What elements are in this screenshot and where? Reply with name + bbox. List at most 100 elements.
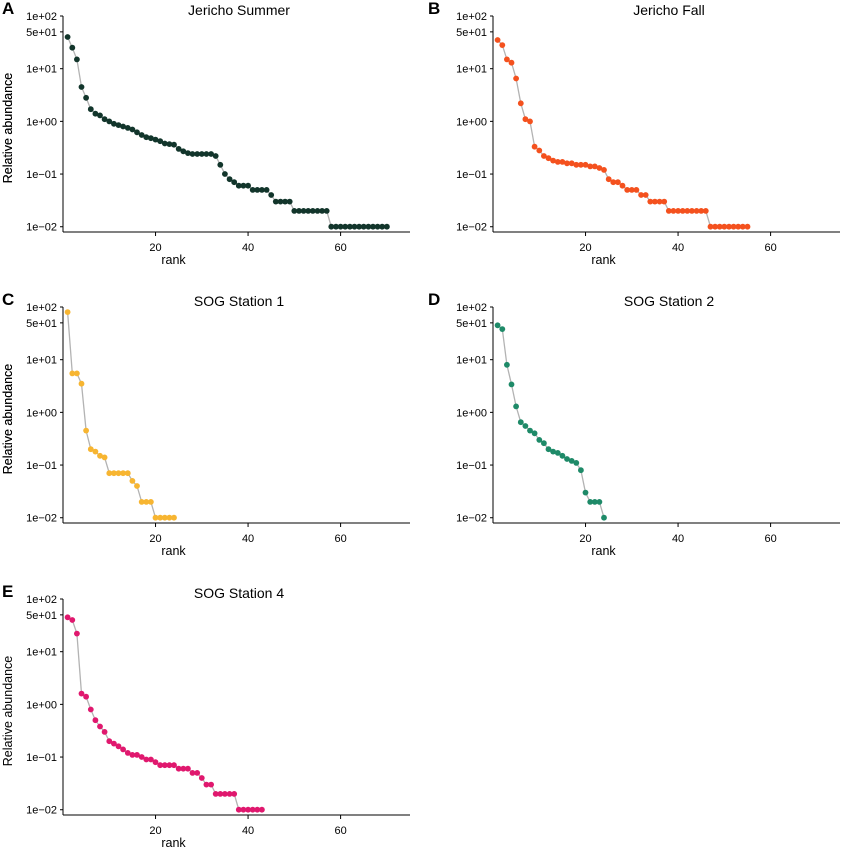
y-tick-label: 1e+00 — [26, 699, 57, 711]
data-point — [111, 120, 117, 127]
data-point — [721, 223, 728, 230]
data-point — [365, 223, 372, 230]
data-point — [494, 322, 501, 329]
data-point — [175, 765, 182, 772]
data-point — [259, 806, 265, 813]
data-point — [596, 165, 603, 171]
y-axis-label: Relative abundance — [1, 364, 15, 475]
data-point — [541, 440, 547, 447]
data-point — [689, 208, 695, 214]
data-point — [212, 791, 219, 797]
panel-title: SOG Station 2 — [624, 293, 714, 309]
data-point — [138, 132, 145, 138]
data-point — [235, 182, 242, 189]
data-point — [64, 614, 71, 621]
data-point — [83, 427, 89, 434]
data-point — [384, 223, 390, 230]
data-point — [370, 223, 376, 230]
data-point — [129, 126, 136, 133]
data-point — [222, 791, 228, 797]
data-point — [143, 134, 150, 141]
data-point — [536, 437, 543, 443]
data-point — [222, 171, 228, 177]
data-point — [124, 750, 131, 756]
data-point — [203, 151, 210, 157]
data-point — [494, 37, 501, 43]
data-point — [531, 430, 538, 437]
data-point — [300, 208, 307, 214]
data-point — [231, 179, 238, 186]
data-point — [333, 223, 339, 230]
data-point — [642, 192, 649, 198]
data-point — [97, 723, 103, 730]
data-point — [698, 208, 705, 214]
data-point — [120, 470, 126, 477]
data-point — [309, 208, 316, 214]
data-point — [231, 791, 238, 797]
y-tick-label: 1e+00 — [26, 116, 57, 128]
data-point — [106, 118, 113, 125]
data-point — [134, 752, 140, 758]
panel-title: SOG Station 4 — [194, 585, 284, 601]
data-point — [619, 182, 626, 189]
data-point — [83, 693, 89, 700]
data-point — [508, 381, 515, 388]
data-point — [97, 112, 103, 119]
data-point — [679, 208, 686, 214]
data-point — [615, 179, 621, 186]
data-point — [194, 770, 201, 776]
data-point — [513, 75, 519, 82]
y-tick-label: 1e+00 — [26, 407, 57, 419]
series-line — [67, 616, 262, 811]
series-line — [66, 312, 174, 519]
data-point — [286, 198, 293, 205]
data-point — [633, 187, 640, 193]
y-tick-label: 1e+01 — [26, 355, 57, 367]
data-point — [578, 467, 584, 474]
data-point — [568, 458, 575, 464]
data-point — [143, 499, 150, 505]
data-point — [69, 44, 76, 51]
data-point — [707, 223, 714, 230]
data-point — [254, 187, 261, 193]
x-tick-label: 20 — [149, 533, 161, 545]
x-tick-label: 40 — [242, 533, 254, 545]
data-point — [541, 153, 547, 159]
data-point — [166, 514, 173, 521]
data-point — [652, 198, 658, 205]
data-point — [143, 756, 150, 763]
data-point — [217, 791, 224, 797]
data-point — [101, 729, 108, 735]
data-point — [605, 176, 612, 183]
x-tick-label: 60 — [334, 825, 346, 837]
data-point — [198, 775, 205, 781]
data-point — [185, 150, 191, 157]
x-tick-label: 40 — [242, 825, 254, 837]
data-point — [735, 223, 742, 230]
data-point — [180, 148, 187, 155]
data-point — [161, 762, 168, 769]
y-tick-label: 5e+01 — [26, 27, 57, 39]
data-point — [272, 198, 279, 205]
data-point — [587, 163, 594, 170]
panel-letter: A — [2, 0, 14, 18]
x-axis-label: rank — [161, 253, 186, 267]
data-point — [217, 161, 224, 168]
data-point — [702, 208, 709, 214]
data-point — [64, 34, 71, 40]
data-point — [527, 427, 533, 434]
y-tick-label: 5e+01 — [456, 27, 487, 39]
y-tick-label: 1e−02 — [26, 513, 57, 525]
data-point — [74, 56, 80, 63]
data-point — [148, 135, 154, 142]
data-point — [712, 223, 718, 230]
data-point — [675, 208, 681, 214]
data-point — [208, 151, 215, 157]
panel-letter: B — [428, 0, 440, 18]
data-point — [97, 452, 103, 459]
y-tick-label: 5e+01 — [26, 318, 57, 330]
y-tick-label: 1e+02 — [26, 594, 57, 606]
x-tick-label: 60 — [764, 242, 776, 254]
data-point — [582, 161, 589, 168]
